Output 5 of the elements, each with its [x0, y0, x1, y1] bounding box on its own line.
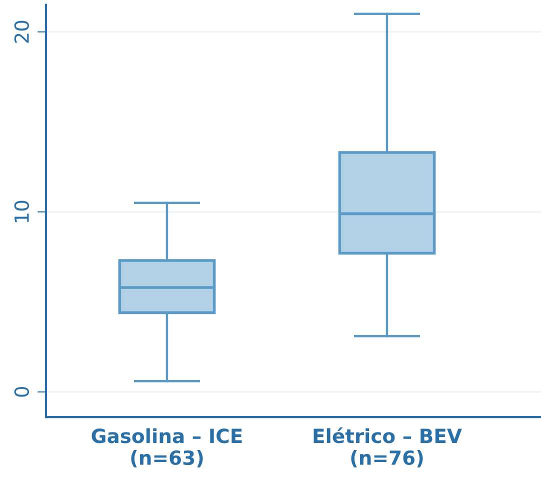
y-tick-label: 0 — [14, 387, 30, 397]
x-tick-label: Gasolina – ICE (n=63) — [92, 428, 242, 468]
y-tick-label: 10 — [14, 200, 30, 222]
x-tick-label: Elétrico – BEV (n=76) — [314, 427, 462, 468]
y-tick-label: 20 — [14, 20, 30, 43]
